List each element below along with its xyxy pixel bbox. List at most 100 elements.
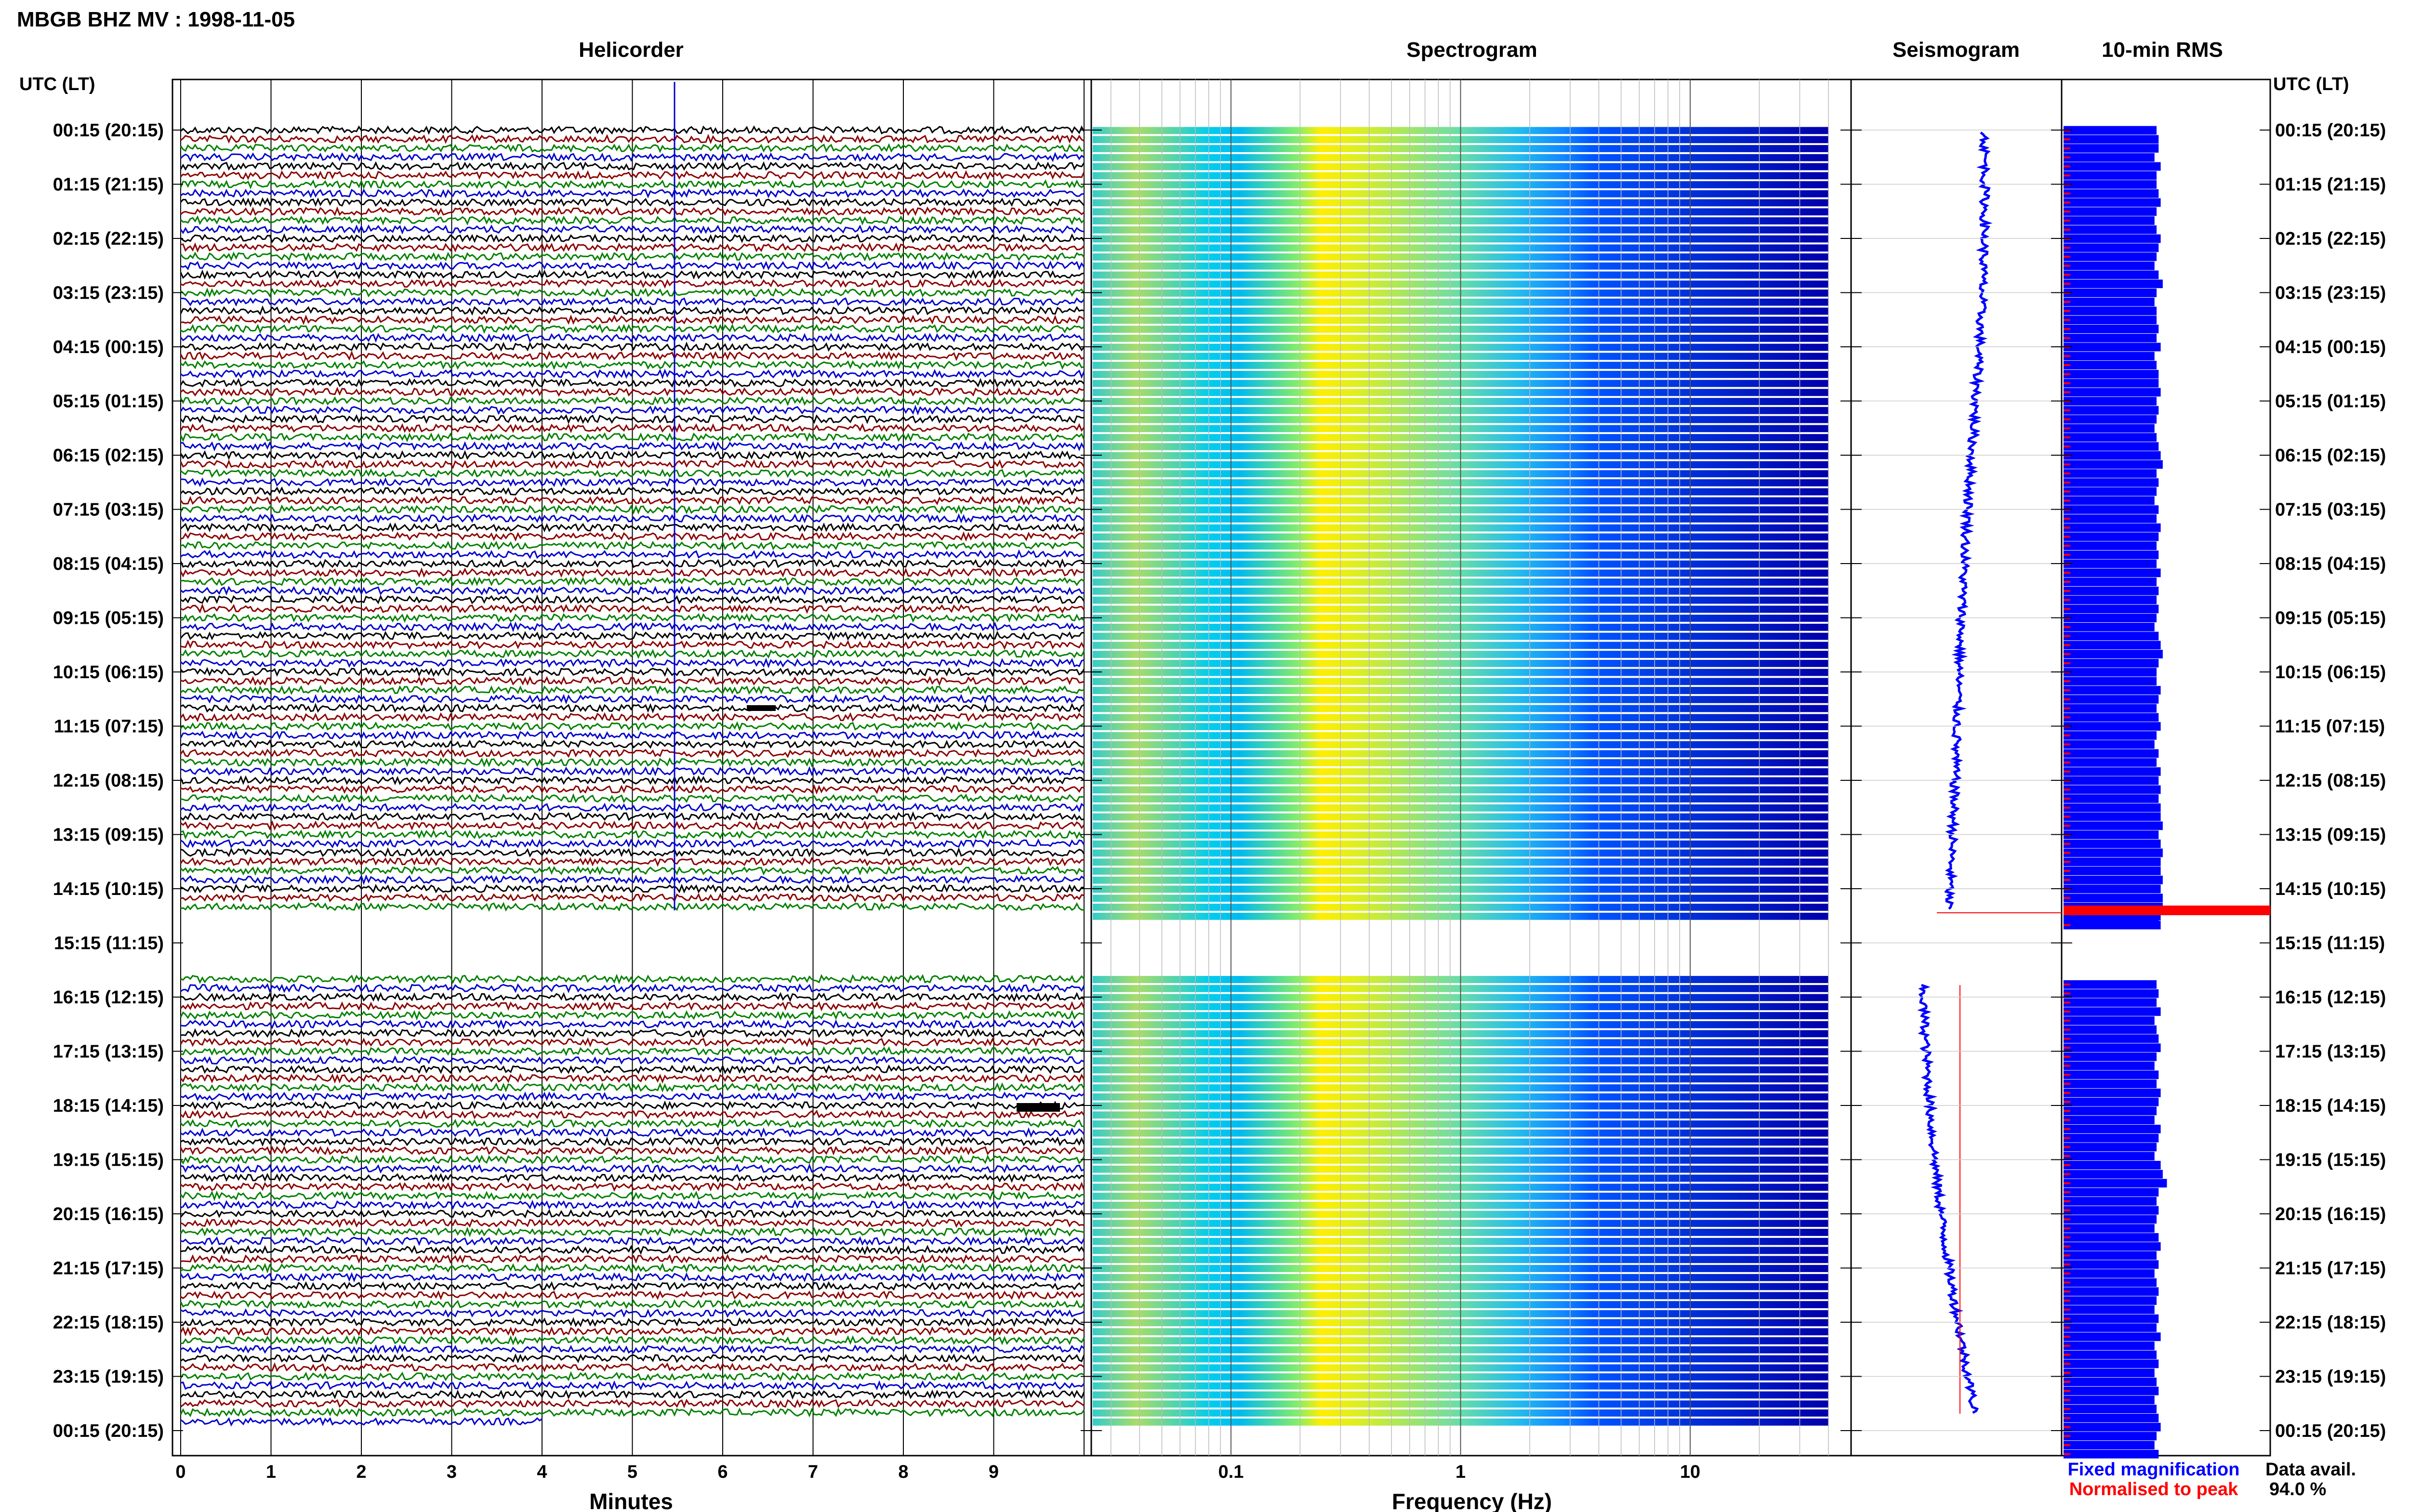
helicorder-trace — [180, 125, 1085, 135]
helicorder-trace — [180, 992, 1085, 1002]
rms-bar — [2064, 243, 2159, 252]
rms-marker — [2064, 1308, 2070, 1311]
rms-bar — [2064, 1206, 2159, 1215]
time-label: 18:15 (14:15) — [53, 1096, 164, 1116]
helicorder-trace — [180, 1091, 1085, 1102]
rms-marker — [2064, 517, 2070, 520]
rms-bar — [2064, 1332, 2161, 1341]
rms-marker — [2064, 1444, 2070, 1446]
rms-marker — [2064, 328, 2070, 330]
helicorder-trace — [180, 838, 1085, 849]
rms-marker — [2064, 924, 2070, 926]
helicorder-event-burst — [1017, 1103, 1060, 1112]
helicorder-trace — [180, 757, 1085, 768]
rms-bar — [2064, 740, 2155, 749]
rms-marker — [2064, 1263, 2070, 1266]
helicorder-trace — [180, 603, 1085, 614]
rms-spike — [2064, 906, 2270, 915]
rms-bar — [2064, 514, 2157, 523]
rms-bar — [2064, 794, 2159, 803]
rms-bar — [2064, 1052, 2157, 1061]
rms-bar — [2064, 1422, 2161, 1432]
time-label: 23:15 (19:15) — [53, 1367, 164, 1387]
rms-bar — [2064, 1125, 2161, 1133]
helicorder-trace — [180, 811, 1085, 822]
minute-tick-label: 5 — [627, 1462, 637, 1482]
helicorder-trace — [180, 459, 1085, 470]
helicorder-trace — [180, 378, 1085, 388]
helicorder-trace — [180, 1417, 543, 1427]
rms-marker — [2064, 391, 2070, 394]
helicorder-trace — [180, 1199, 1085, 1210]
helicorder-trace — [180, 721, 1085, 732]
helicorder-trace — [180, 531, 1085, 542]
helicorder-trace — [180, 1353, 1085, 1364]
helicorder-trace — [180, 324, 1085, 334]
helicorder-trace — [180, 820, 1085, 831]
rms-marker — [2064, 1381, 2070, 1383]
rms-bar — [2064, 1070, 2159, 1079]
rms-marker — [2064, 337, 2070, 339]
helicorder-trace — [180, 215, 1085, 226]
rms-marker — [2064, 355, 2070, 357]
helicorder-trace — [180, 206, 1085, 217]
rms-bar — [2064, 505, 2159, 514]
rms-bar — [2064, 225, 2157, 234]
helicorder-trace — [180, 1037, 1085, 1048]
helicorder-trace — [180, 883, 1084, 894]
rms-marker — [2064, 436, 2070, 438]
rms-bar — [2064, 839, 2161, 848]
minute-tick-label: 7 — [808, 1462, 818, 1482]
rms-marker — [2064, 1363, 2070, 1365]
time-label: 20:15 (16:15) — [2275, 1204, 2386, 1224]
rms-marker — [2064, 1047, 2070, 1049]
rms-bar — [2064, 1441, 2155, 1450]
spectrogram-title: Spectrogram — [1406, 38, 1537, 62]
rms-marker — [2064, 1155, 2070, 1157]
rms-bar — [2064, 1432, 2157, 1441]
rms-bar — [2064, 821, 2163, 830]
rms-marker — [2064, 382, 2070, 384]
rms-bar — [2064, 487, 2157, 496]
rms-marker — [2064, 572, 2070, 574]
helicorder-trace — [180, 387, 1085, 397]
time-label: 05:15 (01:15) — [2275, 392, 2386, 412]
helicorder-trace — [180, 179, 1085, 190]
minute-tick-label: 9 — [989, 1462, 999, 1482]
time-label: 12:15 (08:15) — [2275, 771, 2386, 791]
rms-marker — [2064, 1055, 2070, 1058]
rms-marker — [2064, 1408, 2070, 1410]
rms-bar — [2064, 605, 2159, 614]
time-label: 13:15 (09:15) — [53, 825, 164, 845]
helicorder-trace — [180, 1380, 1085, 1391]
rms-bar — [2064, 622, 2155, 631]
helicorder-trace — [180, 1226, 1085, 1237]
rms-marker — [2064, 762, 2070, 763]
helicorder-trace — [180, 152, 1085, 162]
time-label: 01:15 (21:15) — [2275, 175, 2386, 195]
helicorder-trace — [180, 423, 1085, 434]
rms-bar — [2064, 758, 2157, 767]
rms-marker — [2064, 1065, 2070, 1067]
helicorder-trace — [180, 585, 1085, 596]
legend-normalised-to-peak: Normalised to peak — [2069, 1479, 2238, 1499]
rms-bar — [2064, 875, 2163, 884]
helicorder-trace — [180, 1155, 1085, 1165]
seismogram-title: Seismogram — [1893, 38, 2020, 62]
helicorder-trace — [180, 649, 1085, 659]
rms-marker — [2064, 644, 2070, 646]
helicorder-trace — [180, 657, 1085, 669]
helicorder-trace — [180, 983, 1085, 993]
time-label: 13:15 (09:15) — [2275, 825, 2386, 845]
time-label: 15:15 (11:15) — [54, 933, 164, 954]
rms-bar — [2064, 1350, 2157, 1359]
frequency-tick-label: 0.1 — [1218, 1462, 1244, 1482]
rms-marker — [2064, 490, 2070, 493]
rms-bar — [2064, 198, 2161, 207]
helicorder-trace — [180, 233, 1085, 244]
time-label: 00:15 (20:15) — [53, 1421, 164, 1441]
rms-marker — [2064, 1083, 2070, 1085]
rms-bar — [2064, 252, 2157, 261]
rms-bar — [2064, 261, 2155, 270]
time-label: 09:15 (05:15) — [2275, 608, 2386, 629]
